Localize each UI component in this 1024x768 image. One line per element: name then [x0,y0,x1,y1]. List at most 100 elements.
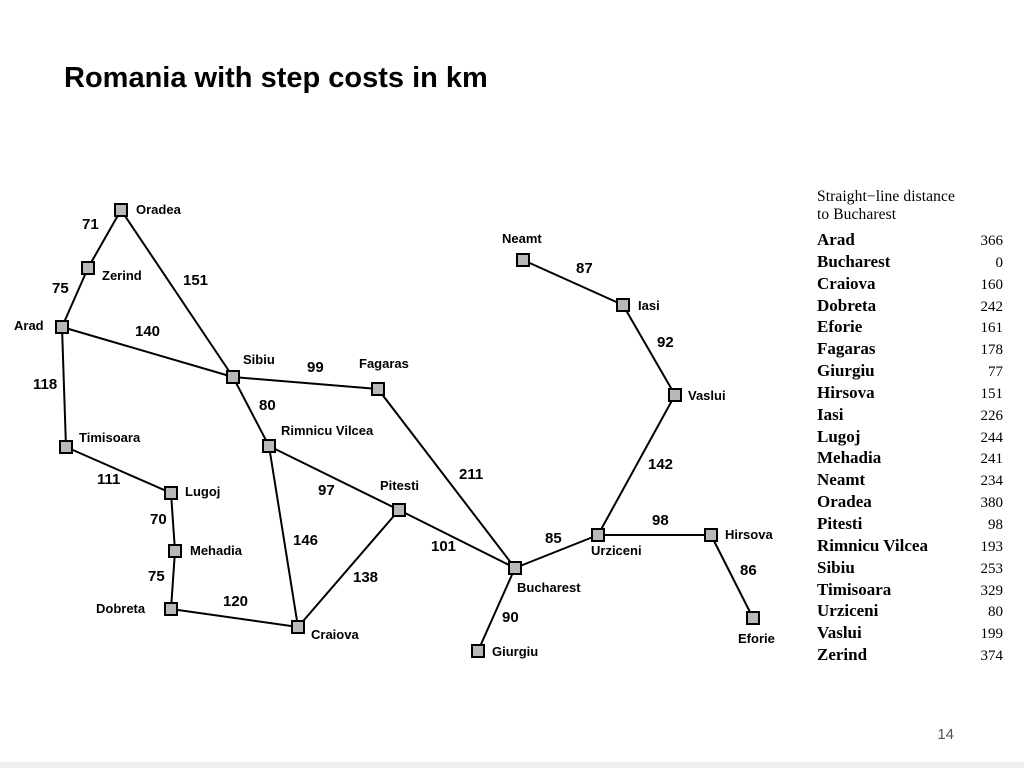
table-row-distance: 0 [995,254,1004,271]
table-row-city: Sibiu [817,557,855,577]
table-row: Neamt 234 [817,470,1003,492]
city-label-rimnicu-vilcea: Rimnicu Vilcea [281,423,374,438]
road-urziceni-vaslui [597,394,676,536]
road-cost-urziceni-hirsova: 98 [652,512,669,529]
table-row: Zerind 374 [817,645,1003,667]
road-cost-arad-timisoara: 118 [33,376,57,393]
road-cost-urziceni-vaslui: 142 [648,456,673,473]
table-row-distance: 199 [980,626,1004,643]
table-row: Mehadia 241 [817,448,1003,470]
table-row-city: Pitesti [817,513,863,533]
straight-line-distance-table: Straight−line distance to Bucharest Arad… [817,188,1003,667]
table-row-distance: 77 [988,364,1003,381]
road-cost-oradea-zerind: 71 [82,216,99,233]
road-cost-sibiu-fagaras: 99 [307,359,324,376]
table-row: Pitesti 98 [817,514,1003,536]
city-node-giurgiu [471,644,485,658]
table-caption-line-1: Straight−line distance [817,188,955,205]
table-row-distance: 226 [980,407,1004,424]
table-row-city: Rimnicu Vilcea [817,535,928,555]
road-cost-bucharest-urziceni: 85 [545,530,562,547]
table-row: Oradea 380 [817,492,1003,514]
page-number: 14 [937,726,954,743]
road-zerind-arad [61,267,89,328]
city-label-arad: Arad [14,318,44,333]
table-row: Giurgiu 77 [817,361,1003,383]
city-label-bucharest: Bucharest [517,580,581,595]
city-label-vaslui: Vaslui [688,388,726,403]
road-cost-rimnicu-vilcea-craiova: 146 [293,532,318,549]
table-row-city: Lugoj [817,426,861,446]
city-node-iasi [616,298,630,312]
table-row-city: Giurgiu [817,361,875,381]
road-cost-mehadia-dobreta: 75 [148,568,165,585]
table-row-distance: 151 [980,385,1004,402]
city-node-pitesti [392,503,406,517]
table-row: Craiova 160 [817,274,1003,296]
road-lugoj-mehadia [170,492,176,552]
city-label-lugoj: Lugoj [185,484,220,499]
table-row-distance: 178 [980,342,1004,359]
city-node-eforie [746,611,760,625]
table-row: Vaslui 199 [817,623,1003,645]
table-row: Rimnicu Vilcea 193 [817,536,1003,558]
table-row: Fagaras 178 [817,339,1003,361]
city-node-mehadia [168,544,182,558]
cities-layer [55,203,760,658]
table-row: Sibiu 253 [817,558,1003,580]
road-rimnicu-vilcea-pitesti [268,445,400,511]
table-row-distance: 193 [980,538,1004,555]
table-row-distance: 98 [988,516,1003,533]
city-label-timisoara: Timisoara [79,430,141,445]
road-fagaras-bucharest [377,388,516,569]
road-cost-bucharest-giurgiu: 90 [502,609,519,626]
city-label-fagaras: Fagaras [359,356,409,371]
road-hirsova-eforie [710,534,754,619]
city-node-arad [55,320,69,334]
road-cost-pitesti-bucharest: 101 [431,538,456,555]
city-node-rimnicu-vilcea [262,439,276,453]
table-row-city: Hirsova [817,382,875,402]
table-row-distance: 253 [980,560,1004,577]
table-row-city: Bucharest [817,251,891,271]
slide-title: Romania with step costs in km [64,62,488,94]
road-cost-craiova-pitesti: 138 [353,569,378,586]
city-node-fagaras [371,382,385,396]
table-row-distance: 242 [980,298,1004,315]
city-label-mehadia: Mehadia [190,543,243,558]
table-row-distance: 329 [980,582,1004,599]
road-arad-timisoara [61,326,67,448]
table-row: Arad 366 [817,230,1003,252]
table-row-city: Dobreta [817,295,877,315]
road-iasi-neamt [522,259,624,306]
table-row-distance: 380 [980,495,1004,512]
table-row-city: Craiova [817,273,876,293]
road-mehadia-dobreta [170,550,176,610]
city-label-dobreta: Dobreta [96,601,146,616]
cost-labels-layer: 71 75 151 140 118 111 70 75 120 99 80 97 146 138 101 21… [33,216,757,626]
table-row-distance: 161 [980,320,1004,337]
road-cost-fagaras-bucharest: 211 [459,466,483,483]
table-row-distance: 234 [980,473,1004,490]
road-rimnicu-vilcea-craiova [268,445,299,628]
table-row-distance: 374 [980,648,1004,665]
city-node-lugoj [164,486,178,500]
table-row-city: Urziceni [817,601,879,621]
city-label-pitesti: Pitesti [380,478,419,493]
table-row-city: Neamt [817,470,866,490]
road-bucharest-giurgiu [477,567,516,652]
city-label-iasi: Iasi [638,298,660,313]
table-caption-line-2: to Bucharest [817,206,897,223]
table-row-city: Iasi [817,404,844,424]
city-label-hirsova: Hirsova [725,527,773,542]
table-row: Dobreta 242 [817,296,1003,318]
city-label-oradea: Oradea [136,202,182,217]
city-label-neamt: Neamt [502,231,542,246]
road-cost-hirsova-eforie: 86 [740,562,757,579]
table-row-city: Oradea [817,492,872,512]
road-cost-dobreta-craiova: 120 [223,593,248,610]
city-label-giurgiu: Giurgiu [492,644,538,659]
road-cost-timisoara-lugoj: 111 [97,471,120,488]
table-row-distance: 244 [980,429,1004,446]
